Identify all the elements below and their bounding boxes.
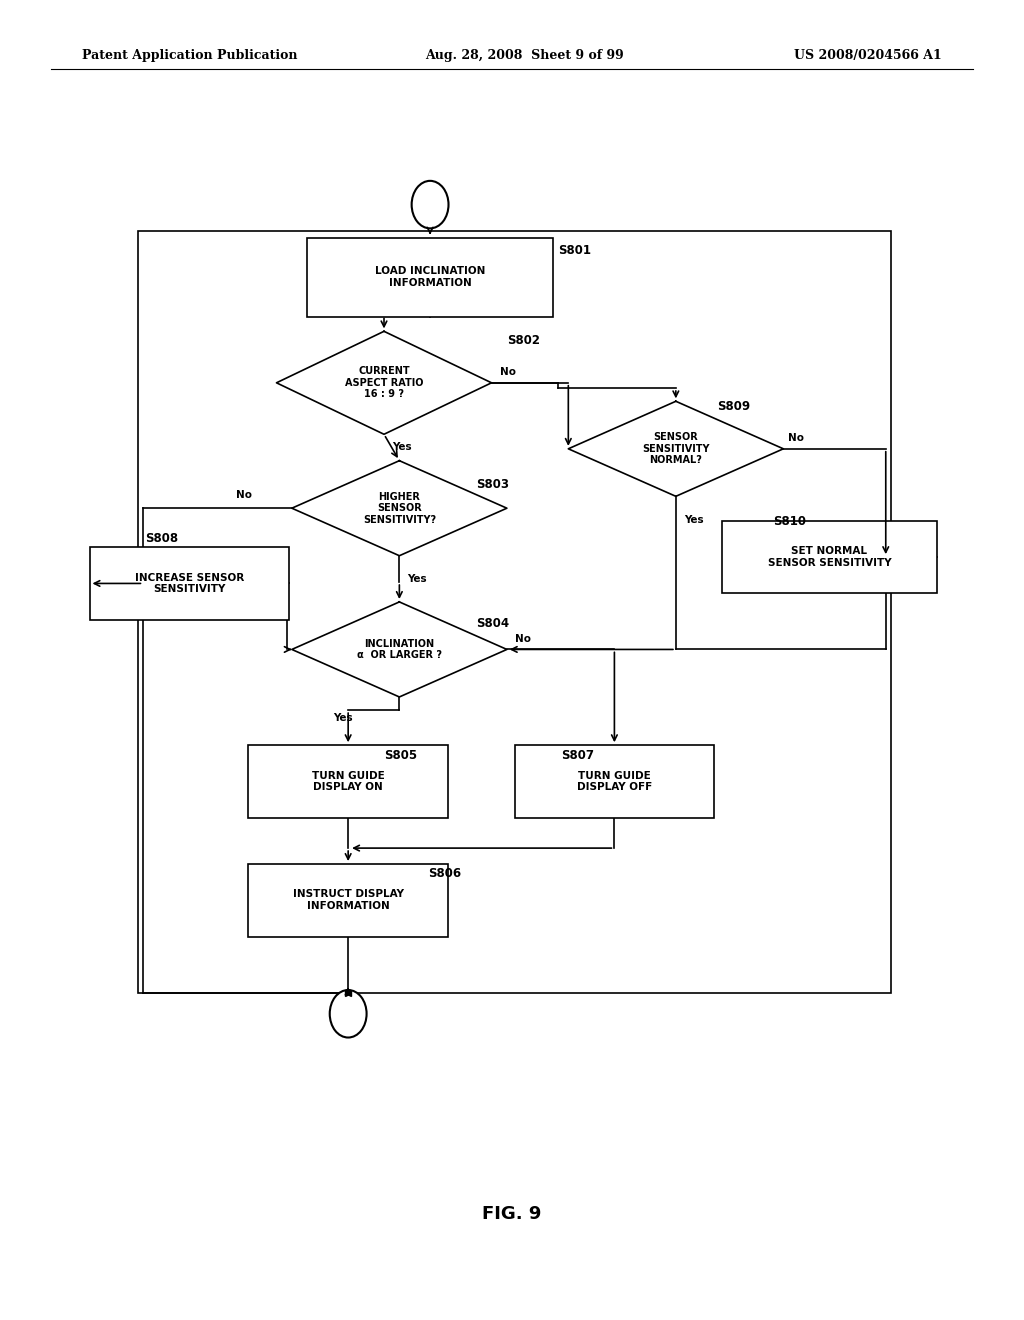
Text: FIG. 9: FIG. 9 xyxy=(482,1205,542,1224)
Polygon shape xyxy=(568,401,783,496)
FancyBboxPatch shape xyxy=(514,744,715,818)
Polygon shape xyxy=(292,602,507,697)
Text: No: No xyxy=(500,367,516,378)
Text: SET NORMAL
SENSOR SENSITIVITY: SET NORMAL SENSOR SENSITIVITY xyxy=(768,546,891,568)
Text: US 2008/0204566 A1: US 2008/0204566 A1 xyxy=(794,49,941,62)
Text: Aug. 28, 2008  Sheet 9 of 99: Aug. 28, 2008 Sheet 9 of 99 xyxy=(425,49,624,62)
Text: S804: S804 xyxy=(476,616,509,630)
Text: HIGHER
SENSOR
SENSITIVITY?: HIGHER SENSOR SENSITIVITY? xyxy=(362,491,436,525)
Text: INSTRUCT DISPLAY
INFORMATION: INSTRUCT DISPLAY INFORMATION xyxy=(293,890,403,911)
Text: Patent Application Publication: Patent Application Publication xyxy=(82,49,297,62)
Text: S801: S801 xyxy=(558,244,591,257)
Circle shape xyxy=(412,181,449,228)
FancyBboxPatch shape xyxy=(90,546,289,619)
Text: S805: S805 xyxy=(384,748,417,762)
FancyBboxPatch shape xyxy=(722,520,937,594)
Text: S809: S809 xyxy=(717,400,750,413)
Polygon shape xyxy=(276,331,492,434)
Text: LOAD INCLINATION
INFORMATION: LOAD INCLINATION INFORMATION xyxy=(375,267,485,288)
FancyBboxPatch shape xyxy=(249,865,449,937)
Text: Yes: Yes xyxy=(392,442,412,453)
FancyBboxPatch shape xyxy=(307,238,553,317)
Text: INCLINATION
α  OR LARGER ?: INCLINATION α OR LARGER ? xyxy=(356,639,442,660)
Text: TURN GUIDE
DISPLAY ON: TURN GUIDE DISPLAY ON xyxy=(311,771,385,792)
Text: S806: S806 xyxy=(428,867,461,880)
Text: SENSOR
SENSITIVITY
NORMAL?: SENSOR SENSITIVITY NORMAL? xyxy=(642,432,710,466)
Polygon shape xyxy=(292,461,507,556)
Text: Yes: Yes xyxy=(333,713,352,723)
Text: INCREASE SENSOR
SENSITIVITY: INCREASE SENSOR SENSITIVITY xyxy=(135,573,244,594)
Text: Yes: Yes xyxy=(408,574,427,585)
Text: No: No xyxy=(236,490,252,500)
Circle shape xyxy=(330,990,367,1038)
FancyBboxPatch shape xyxy=(249,744,449,818)
Text: S807: S807 xyxy=(561,748,594,762)
Text: Yes: Yes xyxy=(684,515,703,525)
Text: CURRENT
ASPECT RATIO
16 : 9 ?: CURRENT ASPECT RATIO 16 : 9 ? xyxy=(345,366,423,400)
Text: S802: S802 xyxy=(507,334,540,347)
Text: S810: S810 xyxy=(773,515,806,528)
Text: S803: S803 xyxy=(476,478,509,491)
Text: TURN GUIDE
DISPLAY OFF: TURN GUIDE DISPLAY OFF xyxy=(577,771,652,792)
Text: S808: S808 xyxy=(145,532,178,545)
Text: No: No xyxy=(515,634,531,644)
Text: No: No xyxy=(788,433,805,444)
